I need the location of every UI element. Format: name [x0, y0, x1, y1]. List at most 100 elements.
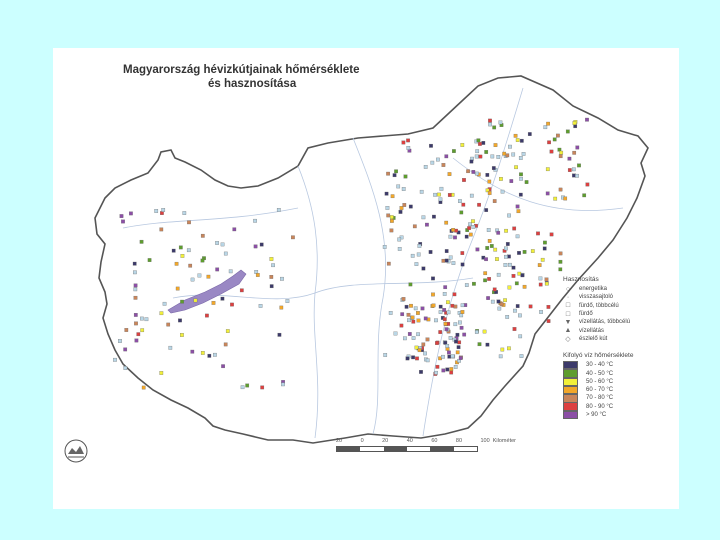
legend-temp-item: 60 - 70 °C [563, 385, 675, 395]
temp-swatch [563, 369, 578, 378]
well-marker [443, 321, 448, 326]
well-marker [425, 222, 429, 227]
well-marker [459, 210, 464, 215]
well-marker [428, 250, 433, 254]
well-marker [521, 152, 526, 156]
well-marker [399, 323, 404, 328]
well-marker [452, 292, 457, 297]
well-marker [182, 211, 187, 215]
well-marker [416, 311, 420, 315]
well-marker [514, 165, 518, 170]
well-marker [396, 184, 401, 189]
well-marker [401, 187, 406, 191]
well-marker [439, 186, 444, 191]
well-marker [522, 284, 527, 289]
legend-usage-item: ▼ vízellátás, többcélú [563, 318, 675, 326]
well-marker [575, 145, 580, 150]
well-marker [437, 192, 441, 197]
well-marker [469, 159, 474, 164]
temp-swatch [563, 360, 578, 370]
well-marker [517, 251, 521, 255]
well-marker [245, 383, 250, 388]
country-outline [94, 75, 649, 444]
well-marker [423, 165, 428, 169]
well-marker [445, 344, 450, 348]
well-marker [190, 349, 195, 354]
well-marker [492, 199, 497, 203]
legend-temp-heading: Kifolyó víz hőmérséklete [563, 352, 634, 360]
well-marker [542, 246, 547, 251]
well-marker [453, 235, 457, 240]
well-marker [119, 214, 124, 218]
well-marker [460, 143, 465, 147]
well-marker [383, 353, 388, 357]
well-marker [537, 263, 542, 267]
well-marker [571, 167, 576, 172]
well-marker [444, 249, 449, 253]
well-marker [240, 385, 245, 390]
scale-tick: 20 [382, 438, 389, 444]
temp-label: 40 - 50 °C [586, 370, 614, 377]
well-marker [543, 125, 548, 130]
temp-swatch [563, 377, 578, 387]
well-marker [291, 235, 295, 240]
well-marker [478, 142, 482, 146]
well-marker [441, 163, 446, 167]
well-marker [503, 298, 507, 303]
well-marker [567, 156, 572, 161]
well-marker [220, 242, 225, 247]
well-marker [434, 370, 438, 375]
well-marker [559, 150, 564, 155]
legend-usage-item: □ fürdő, többcélú [563, 302, 675, 310]
well-marker [507, 346, 511, 351]
well-marker [141, 385, 146, 390]
well-marker [385, 206, 390, 210]
well-marker [528, 304, 533, 309]
well-marker [491, 166, 496, 170]
well-marker [518, 313, 522, 318]
well-marker [462, 178, 466, 182]
well-marker [441, 368, 446, 373]
legend-usage-item: ◇ észlelő kút [563, 335, 675, 343]
well-marker [435, 364, 440, 369]
well-marker [180, 254, 185, 258]
well-marker [467, 226, 471, 230]
well-marker [180, 299, 184, 304]
well-marker [403, 336, 407, 341]
well-marker [493, 143, 498, 147]
well-marker [485, 246, 490, 250]
well-marker [386, 261, 391, 266]
well-marker [225, 329, 230, 333]
well-marker [505, 153, 510, 158]
well-marker [543, 240, 547, 245]
well-marker [444, 220, 449, 225]
well-marker [459, 313, 464, 318]
well-marker [159, 311, 164, 316]
well-marker [193, 298, 198, 303]
temp-label: 30 - 40 °C [586, 362, 614, 369]
well-marker [407, 318, 411, 323]
well-marker [393, 331, 398, 336]
well-marker [431, 292, 435, 297]
legend-temp-item: 70 - 80 °C [563, 394, 675, 403]
well-marker [522, 250, 527, 254]
well-marker [486, 228, 491, 232]
temp-label: 70 - 80 °C [586, 395, 614, 402]
well-marker [412, 224, 417, 229]
well-marker [200, 351, 205, 355]
well-markers [113, 117, 590, 390]
temp-swatch [563, 385, 578, 395]
well-marker [397, 237, 402, 242]
well-marker [448, 255, 453, 260]
well-marker [460, 303, 465, 308]
well-marker [507, 285, 512, 290]
well-marker [481, 141, 486, 145]
well-marker [390, 219, 394, 223]
well-marker [448, 336, 453, 340]
well-marker [389, 228, 394, 233]
scale-bar-graphic [336, 446, 478, 452]
well-marker [490, 299, 495, 304]
well-marker [546, 319, 551, 323]
well-marker [461, 202, 466, 207]
temp-swatch [563, 402, 578, 411]
